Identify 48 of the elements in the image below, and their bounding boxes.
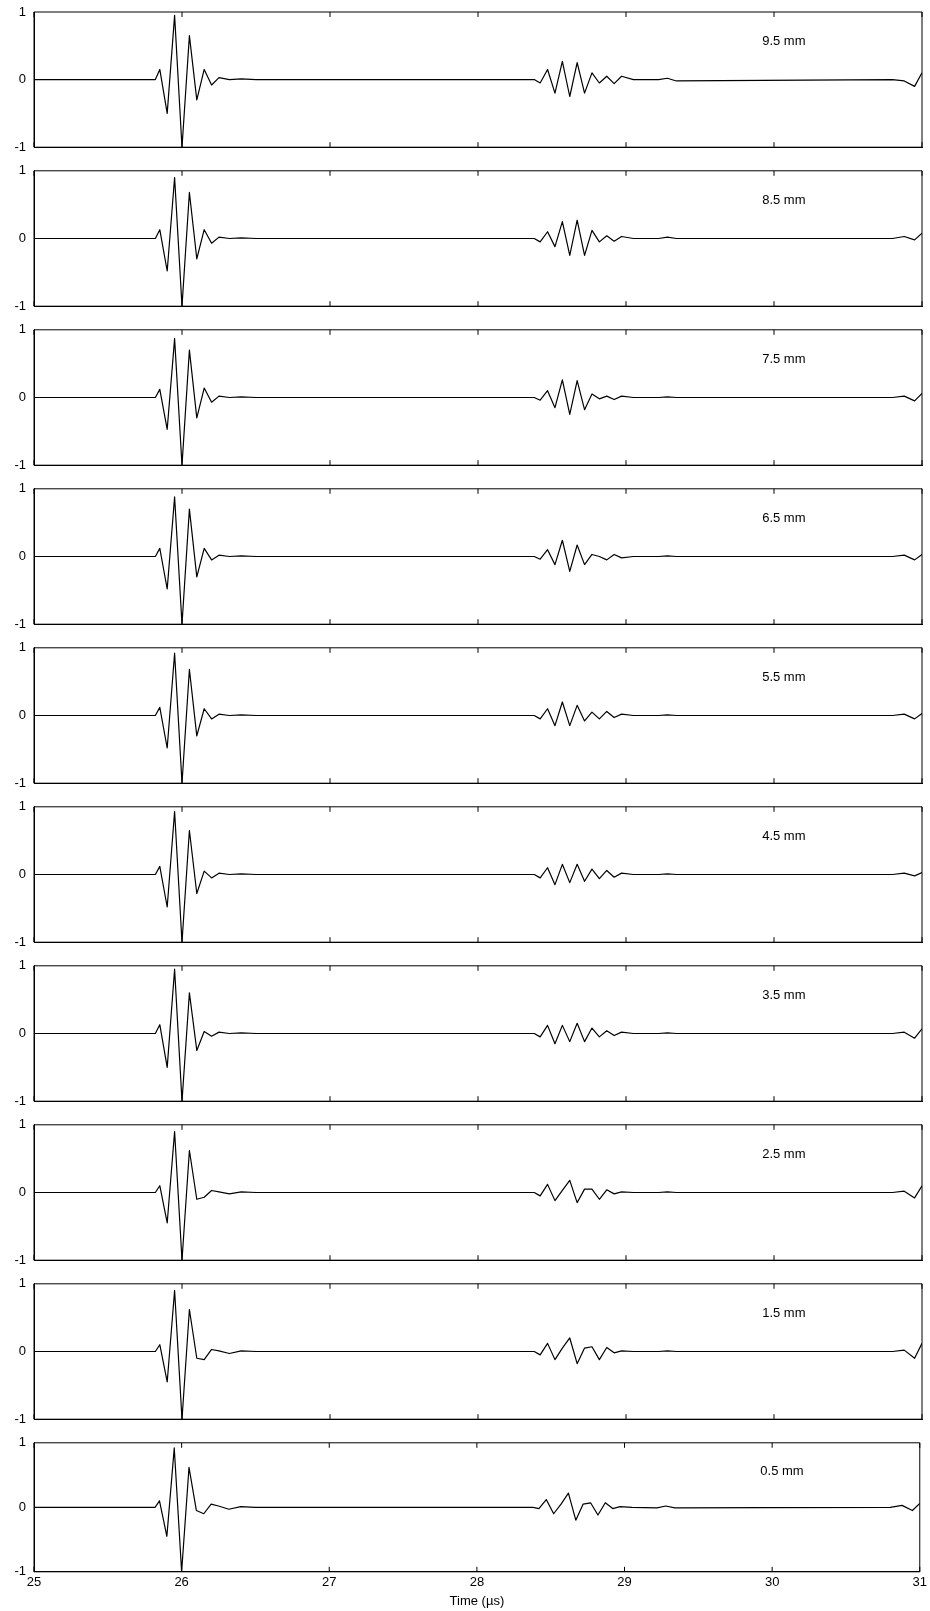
annotation: 5.5 mm [762,669,806,685]
annotation: 3.5 mm [762,987,806,1003]
y-tick-label: 1 [18,639,26,655]
y-tick-label: -1 [14,297,26,313]
y-tick-label: -1 [14,1251,26,1267]
x-tick-label: 27 [322,1574,337,1590]
y-tick-label: -1 [14,138,26,154]
x-tick-label: 26 [174,1574,189,1590]
y-tick-label: 1 [18,1275,26,1291]
y-tick-label: -1 [14,1563,26,1579]
y-tick-label: -1 [14,615,26,631]
y-tick-label: -1 [14,1410,26,1426]
y-tick-label: 1 [18,480,26,496]
y-tick-label: 0 [18,389,26,405]
y-tick-label: 1 [18,798,26,814]
annotation: 0.5 mm [760,1462,804,1478]
annotation: 9.5 mm [762,33,806,49]
y-tick-label: 1 [18,957,26,973]
y-tick-label: -1 [14,933,26,949]
y-tick-label: -1 [14,774,26,790]
y-tick-label: 0 [18,1184,26,1200]
annotation: 2.5 mm [762,1146,806,1162]
y-tick-label: 0 [18,707,26,723]
y-tick-label: 1 [18,1116,26,1132]
y-tick-label: -1 [14,1092,26,1108]
y-tick-label: 0 [18,71,26,87]
y-tick-label: 0 [18,230,26,246]
x-tick-label: 28 [469,1574,485,1590]
x-tick-label: 29 [617,1574,632,1590]
y-tick-label: 1 [18,3,26,19]
y-tick-label: 1 [18,1434,26,1450]
y-tick-label: 1 [18,162,26,178]
y-tick-label: 1 [18,321,26,337]
annotation: 6.5 mm [762,510,806,526]
y-tick-label: 0 [18,1343,26,1359]
x-tick-label: 31 [912,1574,927,1590]
y-tick-label: 0 [18,1025,26,1041]
y-tick-label: 0 [18,866,26,882]
y-tick-label: 0 [18,548,26,564]
annotation: 7.5 mm [762,351,806,367]
x-tick-label: 30 [764,1574,780,1590]
y-tick-label: -1 [14,456,26,472]
annotation: 4.5 mm [762,828,806,844]
annotation: 1.5 mm [762,1305,806,1321]
x-tick-label: 25 [26,1574,42,1590]
x-axis-title: Time (µs) [449,1592,505,1608]
y-tick-label: 0 [18,1498,26,1514]
annotation: 8.5 mm [762,192,806,208]
